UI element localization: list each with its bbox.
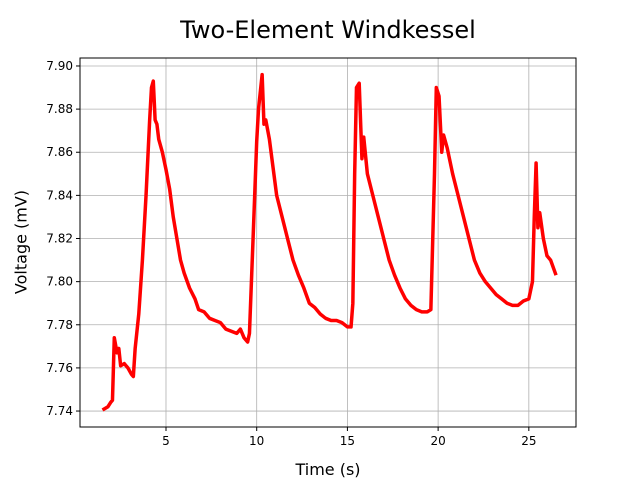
y-tick-label: 7.90	[46, 59, 73, 73]
plot-frame	[79, 57, 577, 428]
y-tick-label: 7.78	[46, 318, 73, 332]
y-axis-label: Voltage (mV)	[12, 190, 31, 294]
x-axis-label: Time (s)	[294, 460, 360, 479]
x-tick-label: 10	[249, 434, 264, 448]
y-tick-label: 7.74	[46, 404, 73, 418]
x-tick-label: 5	[162, 434, 170, 448]
data-line	[101, 72, 558, 412]
x-tick-label: 25	[521, 434, 536, 448]
y-tick-label: 7.76	[46, 361, 73, 375]
y-tick-label: 7.88	[46, 102, 73, 116]
y-tick-label: 7.82	[46, 232, 73, 246]
y-tick-label: 7.84	[46, 188, 73, 202]
y-tick-label: 7.80	[46, 275, 73, 289]
x-tick-label: 15	[340, 434, 355, 448]
chart-title: Two-Element Windkessel	[179, 16, 476, 44]
y-tick-label: 7.86	[46, 145, 73, 159]
x-tick-label: 20	[430, 434, 445, 448]
